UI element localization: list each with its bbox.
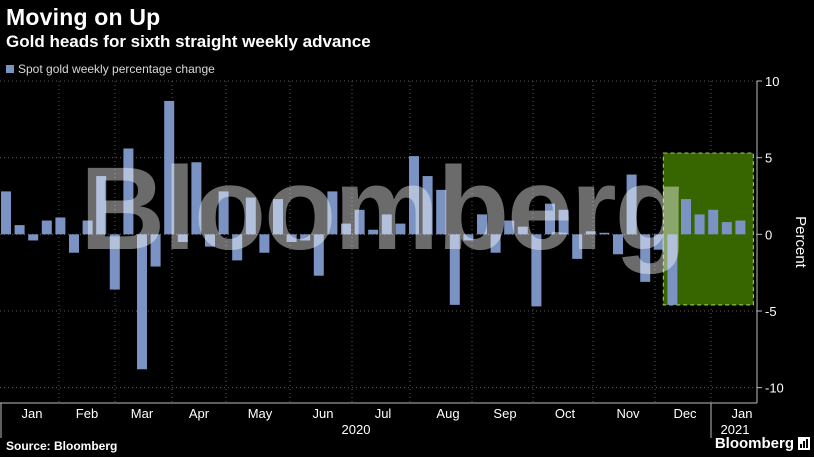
- bar: [177, 234, 188, 242]
- bar: [558, 209, 569, 235]
- bar: [449, 234, 460, 305]
- x-tick-label: Jan: [22, 406, 43, 421]
- bar: [463, 234, 474, 241]
- bar: [327, 191, 338, 235]
- bar: [585, 231, 596, 235]
- bar: [436, 189, 447, 235]
- bar: [626, 174, 637, 235]
- bar: [613, 234, 623, 255]
- x-tick-label: Oct: [555, 406, 576, 421]
- bar: [354, 209, 365, 235]
- x-tick-label: Sep: [493, 406, 516, 421]
- bar: [545, 203, 555, 235]
- bar: [28, 234, 39, 241]
- bar: [395, 223, 406, 235]
- x-tick-label: Nov: [616, 406, 640, 421]
- legend-label: Spot gold weekly percentage change: [18, 62, 215, 76]
- y-tick-label: -5: [765, 304, 777, 319]
- x-tick-label: May: [248, 406, 273, 421]
- axis-layer: 10 5 0 -5 -10 Percent Jan Feb Mar Apr May Jun Jul Aug…: [0, 74, 809, 438]
- bar: [640, 234, 651, 282]
- source-note: Source: Bloomberg: [6, 439, 118, 453]
- watermark: Bloomberg: [80, 143, 687, 275]
- bar: [422, 176, 433, 235]
- chart-title: Moving on Up: [6, 4, 161, 30]
- y-tick-label: -10: [765, 381, 784, 396]
- bar: [41, 220, 52, 235]
- legend: Spot gold weekly percentage change: [6, 62, 215, 76]
- x-tick-label: Aug: [436, 406, 459, 421]
- bar: [55, 217, 66, 235]
- brand-logo: Bloomberg: [714, 435, 794, 452]
- bar: [599, 232, 610, 235]
- bar: [477, 214, 487, 235]
- x-tick-label: Dec: [673, 406, 697, 421]
- bar: [381, 214, 392, 235]
- bar: [313, 234, 324, 276]
- bar: [721, 222, 732, 235]
- bar-chart-icon: [798, 437, 810, 450]
- legend-swatch: [6, 65, 14, 73]
- bar: [368, 229, 379, 235]
- x-tick-label: Jul: [375, 406, 392, 421]
- bar: [82, 220, 93, 235]
- x-tick-label: Mar: [131, 406, 154, 421]
- bar: [69, 234, 79, 253]
- bar: [109, 234, 120, 290]
- bar: [653, 234, 664, 250]
- bar: [300, 234, 311, 241]
- bar: [667, 234, 678, 305]
- bar: [150, 234, 161, 267]
- y-tick-label: 0: [765, 227, 772, 242]
- y-tick-label: 10: [765, 74, 779, 89]
- bar: [273, 199, 283, 235]
- x-tick-label: Jun: [313, 406, 334, 421]
- bar: [191, 162, 202, 235]
- bar: [708, 209, 719, 235]
- year-label: 2020: [342, 422, 371, 437]
- bar: [1, 191, 11, 235]
- x-tick-label: Apr: [189, 406, 210, 421]
- bar: [259, 234, 270, 253]
- bar: [681, 199, 691, 235]
- bar: [409, 156, 419, 235]
- bar: [531, 234, 542, 307]
- bar: [96, 176, 107, 235]
- bar: [572, 234, 583, 259]
- chart-subtitle: Gold heads for sixth straight weekly adv…: [6, 32, 371, 51]
- bar: [245, 197, 256, 235]
- bar: [504, 220, 515, 235]
- x-tick-label: Feb: [76, 406, 98, 421]
- bar: [341, 223, 351, 235]
- bar: [286, 234, 297, 242]
- bar: [735, 220, 746, 235]
- bar: [517, 226, 528, 235]
- y-axis-title: Percent: [792, 216, 809, 269]
- bar-layer: [1, 100, 746, 370]
- bar: [490, 234, 501, 253]
- year-label: 2021: [721, 422, 750, 437]
- bar: [694, 214, 705, 235]
- bar: [205, 234, 215, 247]
- bar: [232, 234, 243, 261]
- bar: [14, 225, 25, 235]
- bar: [123, 148, 134, 235]
- y-tick-label: 5: [765, 151, 772, 166]
- bar: [164, 100, 175, 235]
- bar: [137, 234, 147, 370]
- x-tick-label: Jan: [732, 406, 753, 421]
- bar: [218, 191, 229, 235]
